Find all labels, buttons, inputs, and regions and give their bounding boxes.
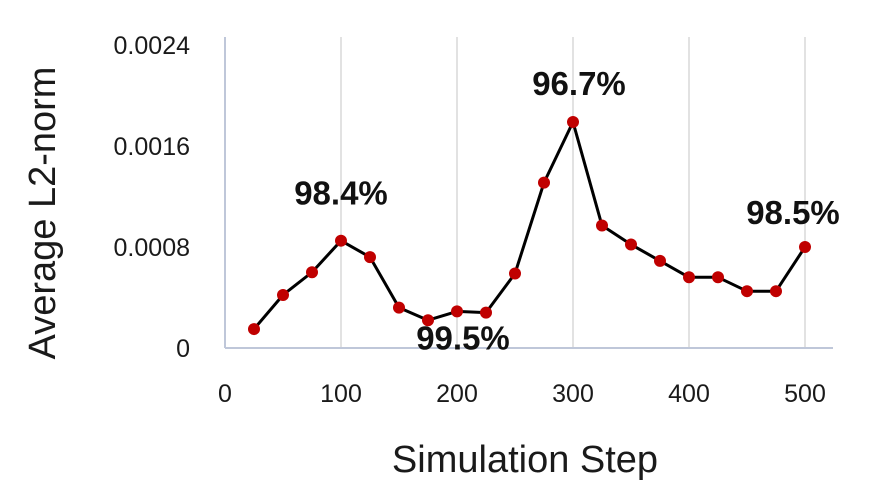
y-tick-label: 0.0016	[114, 133, 190, 161]
gridlines	[340, 37, 806, 348]
annotation-label: 98.5%	[746, 194, 840, 231]
annotation-label: 98.4%	[294, 175, 388, 212]
x-tick-label: 400	[668, 380, 710, 408]
x-tick-label: 200	[436, 380, 478, 408]
data-point	[277, 288, 289, 301]
x-tick-label: 300	[552, 380, 594, 408]
annotation-label: 99.5%	[416, 319, 510, 356]
y-tick-labels: 0 0.0008 0.0016 0.0024	[114, 32, 191, 363]
data-point	[509, 267, 521, 280]
data-point	[596, 219, 608, 232]
data-point	[393, 301, 405, 314]
annotation-label: 96.7%	[532, 65, 626, 102]
data-point	[799, 241, 811, 253]
data-point	[741, 285, 753, 298]
annotations: 98.4% 99.5% 96.7% 98.5%	[294, 65, 840, 356]
data-point	[712, 271, 724, 284]
series	[248, 116, 811, 336]
x-tick-labels: 0 100 200 300 400 500	[218, 380, 826, 408]
data-point	[248, 323, 260, 336]
y-tick-label: 0.0024	[114, 32, 191, 60]
data-point	[683, 271, 695, 284]
data-point	[538, 176, 550, 189]
x-tick-label: 100	[320, 380, 362, 408]
data-point	[770, 285, 782, 298]
data-point	[480, 306, 492, 319]
x-tick-label: 0	[218, 380, 232, 408]
data-point	[654, 254, 666, 267]
data-point	[625, 238, 637, 251]
y-axis-title: Average L2-norm	[22, 67, 64, 360]
data-point	[567, 116, 579, 129]
y-tick-label: 0.0008	[114, 234, 190, 262]
data-point	[364, 251, 376, 264]
data-point	[422, 314, 434, 327]
data-point	[451, 305, 463, 318]
x-axis-title: Simulation Step	[392, 439, 658, 481]
series-line	[252, 120, 807, 331]
y-tick-label: 0	[176, 335, 190, 363]
data-point	[335, 234, 347, 247]
x-tick-label: 500	[784, 380, 826, 408]
data-point	[306, 266, 318, 279]
